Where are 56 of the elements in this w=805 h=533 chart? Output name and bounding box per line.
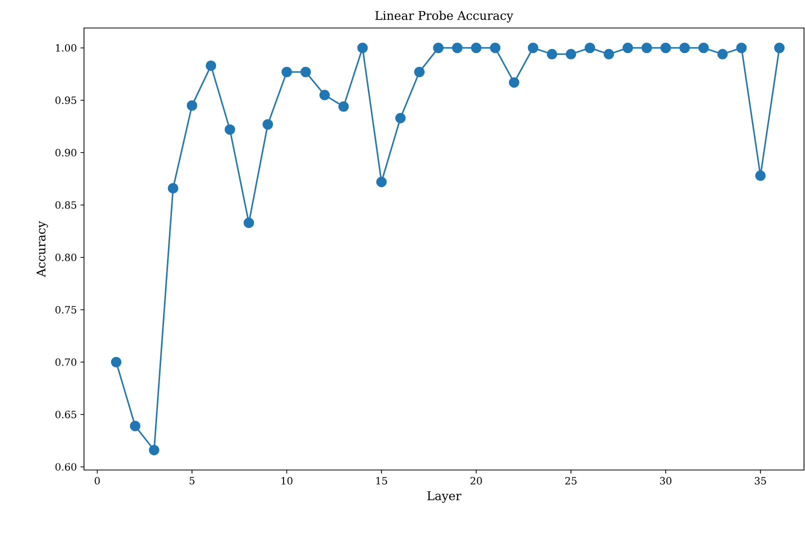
point bbox=[584, 42, 596, 54]
point bbox=[604, 48, 614, 60]
point bbox=[774, 42, 785, 54]
point bbox=[433, 42, 444, 54]
point bbox=[698, 42, 709, 54]
point bbox=[206, 60, 216, 71]
point bbox=[357, 42, 368, 54]
point bbox=[130, 420, 140, 432]
x-tick-label: 25 bbox=[565, 476, 577, 485]
point bbox=[508, 77, 520, 88]
y-tick-label: 0.95 bbox=[55, 96, 76, 104]
y-axis-title: Accuracy bbox=[36, 221, 48, 278]
x-tick-label: 20 bbox=[470, 476, 482, 485]
y-tick-label: 0.85 bbox=[55, 201, 76, 209]
y-tick-label: 0.75 bbox=[55, 306, 76, 314]
y-tick-label: 0.65 bbox=[55, 410, 76, 418]
point bbox=[244, 218, 254, 228]
point bbox=[679, 42, 690, 54]
y-tick-label: 0.70 bbox=[55, 358, 76, 366]
point bbox=[641, 42, 652, 54]
point bbox=[736, 42, 747, 54]
x-tick-label: 5 bbox=[190, 477, 194, 484]
point bbox=[148, 444, 160, 456]
point bbox=[470, 42, 482, 54]
x-tick-label: 30 bbox=[660, 476, 672, 485]
point bbox=[300, 66, 311, 78]
point bbox=[168, 183, 178, 194]
point bbox=[414, 66, 425, 78]
point bbox=[660, 42, 671, 54]
point bbox=[717, 48, 728, 60]
point bbox=[186, 100, 198, 111]
x-tick-label: 0 bbox=[94, 476, 100, 485]
point bbox=[566, 48, 576, 60]
point bbox=[110, 356, 122, 368]
point bbox=[490, 42, 500, 54]
y-tick-label: 0.90 bbox=[55, 148, 76, 156]
point bbox=[281, 66, 292, 78]
point bbox=[338, 101, 349, 112]
point bbox=[224, 124, 236, 135]
point bbox=[376, 176, 387, 188]
x-tick-label: 10 bbox=[282, 476, 292, 485]
point bbox=[622, 42, 634, 54]
point bbox=[546, 48, 558, 60]
point bbox=[452, 42, 463, 54]
y-tick-label: 0.60 bbox=[55, 463, 76, 471]
point bbox=[395, 112, 406, 124]
x-tick-label: 35 bbox=[754, 476, 766, 485]
y-tick-label: 0.80 bbox=[55, 254, 76, 262]
x-axis-title: Layer bbox=[427, 491, 462, 503]
point bbox=[319, 90, 330, 100]
point bbox=[528, 42, 538, 54]
point bbox=[262, 119, 274, 130]
chart-title: Linear Probe Accuracy bbox=[375, 10, 514, 22]
x-tick-label: 15 bbox=[376, 476, 388, 485]
point bbox=[755, 170, 766, 181]
y-tick-label: 1.00 bbox=[56, 44, 76, 52]
